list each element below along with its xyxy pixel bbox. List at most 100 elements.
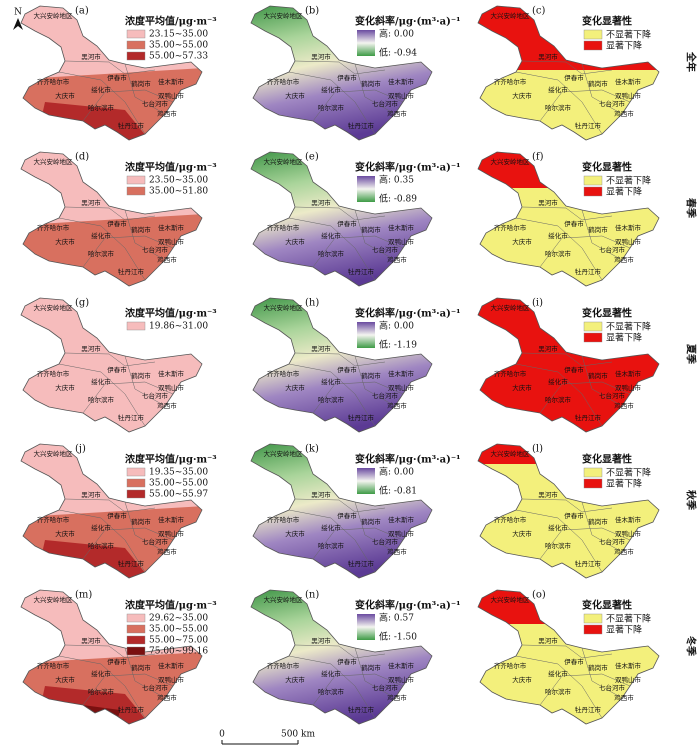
city-name: 绥化市 [91, 85, 111, 94]
city-boundary [294, 206, 386, 221]
city-name: 双鸭山市 [615, 529, 642, 538]
city-name: 齐齐哈尔市 [37, 369, 70, 378]
city-boundary [82, 381, 174, 414]
city-name: 鹤岗市 [588, 663, 608, 672]
legend-low: 低: -0.94 [379, 47, 417, 59]
city-name: 佳木斯市 [388, 515, 415, 524]
city-name: 鸡西市 [387, 109, 407, 118]
legend-title: 变化显著性 [582, 453, 632, 466]
city-name: 大庆市 [512, 529, 532, 538]
city-name: 鹤岗市 [131, 663, 151, 672]
city-name: 大庆市 [55, 675, 75, 684]
city-name: 佳木斯市 [158, 515, 185, 524]
city-name: 大兴安岭地区 [34, 157, 74, 166]
city-name: 鸡西市 [157, 547, 177, 556]
city-name: 双鸭山市 [158, 383, 185, 392]
city-name: 鹤岗市 [131, 517, 151, 526]
city-boundary [354, 647, 396, 699]
city-boundary [124, 63, 166, 115]
city-name: 鸡西市 [387, 401, 407, 410]
legend-swatch [583, 478, 603, 489]
city-boundary [354, 209, 396, 261]
city-name: 黑河市 [311, 636, 331, 645]
city-name: 佳木斯市 [615, 223, 642, 232]
city-boundary [515, 71, 603, 135]
city-name: 鸡西市 [614, 109, 634, 118]
city-name: 双鸭山市 [158, 91, 185, 100]
city-name: 绥化市 [321, 377, 341, 386]
city-name: 佳木斯市 [615, 369, 642, 378]
city-name: 双鸭山市 [388, 675, 415, 684]
row-label: 冬季 [685, 636, 698, 657]
city-name: 黑河市 [311, 344, 331, 353]
city-boundary [581, 63, 623, 115]
city-name: 牡丹江市 [348, 413, 375, 422]
legend-swatch [126, 51, 146, 61]
city-boundary [521, 60, 613, 75]
city-name: 双鸭山市 [615, 675, 642, 684]
city-name: 双鸭山市 [388, 91, 415, 100]
city-boundary [581, 501, 623, 553]
panel-label: (o) [532, 590, 546, 601]
city-name: 绥化市 [548, 85, 568, 94]
city-name: 绥化市 [321, 85, 341, 94]
city-name: 绥化市 [321, 669, 341, 678]
city-name: 哈尔滨市 [88, 395, 115, 404]
city-name: 佳木斯市 [158, 369, 185, 378]
city-boundary [58, 509, 146, 573]
city-name: 大庆市 [512, 383, 532, 392]
city-name: 齐齐哈尔市 [267, 223, 300, 232]
legend-title: 变化斜率/μg·(m³·a)⁻¹ [355, 453, 461, 466]
city-name: 双鸭山市 [615, 383, 642, 392]
city-name: 牡丹江市 [575, 559, 602, 568]
panel-label: (d) [75, 152, 89, 163]
city-boundary [124, 647, 166, 699]
city-boundary [288, 655, 376, 719]
city-name: 佳木斯市 [615, 515, 642, 524]
city-boundary [312, 527, 404, 560]
legend-label: 55.00~75.00 [149, 636, 208, 646]
province-outline [20, 297, 203, 433]
city-name: 七台河市 [599, 245, 626, 254]
north-arrow [13, 18, 23, 30]
legend-swatch [126, 489, 146, 499]
legend-label: 显著下降 [606, 40, 642, 52]
city-name: 大兴安岭地区 [491, 449, 531, 458]
city-name: 伊春市 [107, 511, 127, 520]
city-name: 鸡西市 [614, 401, 634, 410]
city-name: 鸡西市 [157, 693, 177, 702]
city-name: 大兴安岭地区 [264, 303, 304, 312]
city-name: 七台河市 [142, 245, 169, 254]
province-outline [250, 5, 433, 141]
city-boundary [64, 206, 156, 221]
city-name: 牡丹江市 [348, 267, 375, 276]
city-name: 牡丹江市 [118, 121, 145, 130]
legend-low: 低: -1.19 [379, 339, 417, 351]
panel-label: (f) [532, 152, 544, 163]
city-name: 大兴安岭地区 [491, 595, 531, 604]
city-name: 哈尔滨市 [318, 103, 345, 112]
province-outline [250, 443, 433, 579]
legend-title: 变化斜率/μg·(m³·a)⁻¹ [355, 161, 461, 174]
panel-label: (g) [75, 298, 89, 309]
city-name: 牡丹江市 [348, 705, 375, 714]
city-name: 鹤岗市 [361, 663, 381, 672]
city-name: 哈尔滨市 [88, 687, 115, 696]
city-name: 齐齐哈尔市 [267, 369, 300, 378]
legend-low: 低: -0.89 [379, 193, 417, 205]
panel-label: (i) [532, 298, 543, 309]
legend-label: 75.00~99.16 [149, 647, 208, 657]
city-name: 大兴安岭地区 [264, 157, 304, 166]
legend-swatch [583, 321, 603, 332]
city-name: 佳木斯市 [388, 661, 415, 670]
city-name: 七台河市 [599, 683, 626, 692]
city-name: 伊春市 [564, 219, 584, 228]
legend-title: 变化显著性 [582, 307, 632, 320]
city-name: 七台河市 [142, 537, 169, 546]
legend-swatch [126, 40, 146, 50]
city-name: 鹤岗市 [361, 79, 381, 88]
legend-swatch [583, 332, 603, 343]
